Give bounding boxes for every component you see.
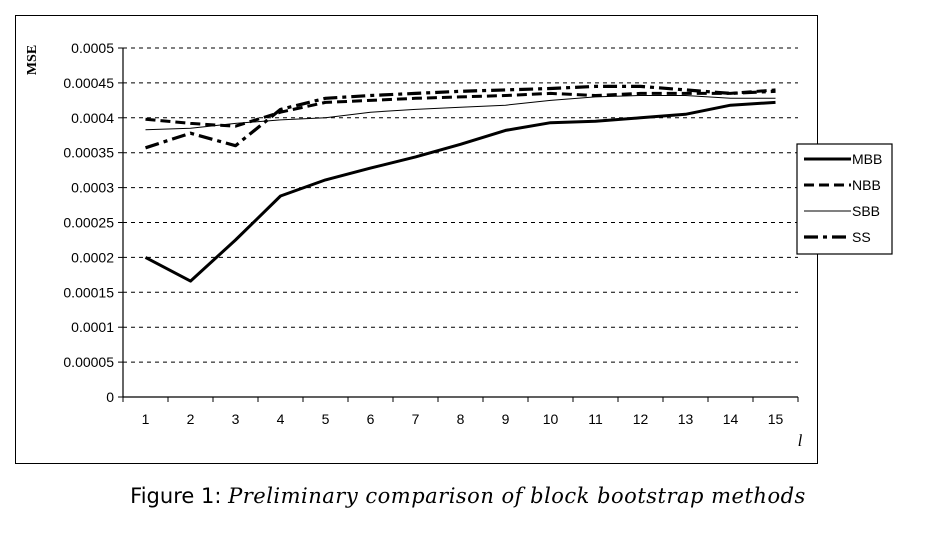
series-line-nbb	[145, 88, 776, 128]
series-line-ss	[145, 84, 776, 150]
y-tick-label: 0.0002	[71, 249, 114, 265]
y-tick-label: 0.0003	[71, 180, 114, 196]
line-chart: 0 0.00005 0.0001 0.00015 0.0002 0.00025 0.0003…	[25, 40, 803, 450]
caption-text: Preliminary comparison of block bootstra…	[228, 484, 806, 508]
caption-label: Figure 1	[130, 484, 215, 508]
y-axis-title: MSE	[25, 45, 40, 75]
y-tick-label: 0	[106, 389, 114, 405]
x-tick-label: 13	[678, 411, 694, 427]
x-tick-label: 1	[142, 411, 150, 427]
x-tick-label: 8	[457, 411, 465, 427]
legend-label-nbb: NBB	[852, 177, 881, 193]
x-tick-label: 4	[277, 411, 285, 427]
x-tick-label: 15	[768, 411, 784, 427]
x-tick-label: 12	[633, 411, 649, 427]
figure-caption: Figure 1: Preliminary comparison of bloc…	[0, 484, 936, 509]
y-tick-label: 0.00025	[63, 215, 114, 231]
x-tick-label: 11	[588, 411, 603, 427]
legend-label-sbb: SBB	[852, 203, 880, 219]
x-tick-label: 10	[543, 411, 559, 427]
series-line-mbb	[144, 100, 776, 283]
x-tick-label: 6	[367, 411, 375, 427]
y-tick-label: 0.0004	[71, 110, 114, 126]
x-tick-label: 7	[412, 411, 420, 427]
legend-label-mbb: MBB	[852, 151, 882, 167]
y-tick-label: 0.00045	[63, 75, 114, 91]
legend: MBB NBB SBB SS	[796, 143, 893, 255]
y-tick-label: 0.0001	[71, 319, 114, 335]
legend-label-ss: SS	[852, 229, 871, 245]
x-tick-label: 14	[723, 411, 739, 427]
caption-colon: :	[214, 484, 229, 508]
chart-frame: 0 0.00005 0.0001 0.00015 0.0002 0.00025 0.0003…	[15, 15, 818, 464]
x-tick-label: 2	[187, 411, 195, 427]
x-tick-label: 5	[322, 411, 330, 427]
x-axis-title: l	[798, 431, 803, 450]
y-tick-label: 0.00015	[63, 284, 114, 300]
y-tick-label: 0.00035	[63, 145, 114, 161]
y-tick-label: 0.0005	[71, 40, 114, 56]
x-tick-label: 9	[502, 411, 510, 427]
x-tick-label: 3	[232, 411, 240, 427]
y-tick-label: 0.00005	[63, 354, 114, 370]
